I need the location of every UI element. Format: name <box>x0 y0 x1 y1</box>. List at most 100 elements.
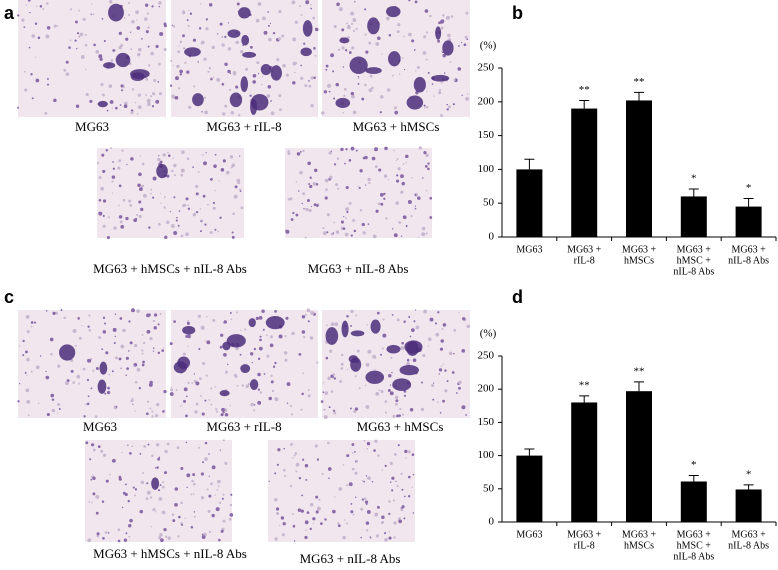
cell <box>167 154 171 157</box>
cell <box>281 533 285 537</box>
cell <box>75 20 78 24</box>
cell <box>155 443 160 447</box>
cell <box>87 325 90 328</box>
cell <box>186 473 191 478</box>
cell <box>364 384 367 387</box>
cell <box>333 25 337 28</box>
cell <box>407 450 411 454</box>
cell <box>232 212 235 216</box>
cell <box>173 163 177 168</box>
cell <box>27 0 31 2</box>
cell <box>306 198 310 202</box>
cell <box>377 36 381 41</box>
cell <box>365 521 370 525</box>
cell <box>69 8 73 11</box>
cell <box>140 207 144 212</box>
y-tick-label: 250 <box>478 350 495 362</box>
cell <box>207 203 209 206</box>
cell <box>401 341 405 345</box>
cell <box>148 226 151 229</box>
cell <box>346 484 349 487</box>
cell <box>49 337 54 342</box>
significance: * <box>746 468 752 480</box>
cell <box>122 491 126 495</box>
x-tick-label: MG63 + <box>567 244 602 255</box>
cell <box>187 381 190 385</box>
cell <box>270 111 275 116</box>
cell <box>350 324 353 327</box>
cell-cluster <box>250 98 258 115</box>
cell <box>280 516 285 520</box>
cell <box>206 316 208 318</box>
cell <box>208 398 211 401</box>
cell <box>368 88 373 93</box>
cell <box>216 33 219 35</box>
cell <box>74 39 77 42</box>
cell-cluster <box>99 361 108 375</box>
cell <box>130 110 134 115</box>
cell <box>276 511 280 516</box>
cell <box>257 2 262 6</box>
cell <box>111 180 114 183</box>
cell <box>414 0 418 4</box>
cell <box>374 369 376 371</box>
cell <box>153 326 157 330</box>
cell <box>229 503 233 507</box>
cell-cluster <box>222 341 231 351</box>
cell <box>185 414 188 418</box>
cell <box>326 213 330 217</box>
cell <box>214 190 216 192</box>
cell <box>146 313 150 318</box>
cell <box>333 377 336 380</box>
cell <box>100 186 105 191</box>
cell <box>208 494 212 498</box>
cell <box>30 370 33 373</box>
cell <box>300 64 303 67</box>
cell <box>102 453 107 457</box>
cell <box>128 524 132 528</box>
cell <box>180 523 184 526</box>
cell <box>158 154 160 157</box>
cell <box>284 474 287 477</box>
cell <box>211 513 215 518</box>
cell <box>87 395 90 398</box>
cell <box>327 83 332 88</box>
cell <box>123 224 125 227</box>
cell <box>173 196 176 199</box>
cell <box>94 415 98 419</box>
cell <box>335 82 340 87</box>
cell <box>33 321 37 324</box>
cell <box>342 535 346 540</box>
cell <box>256 61 260 65</box>
cell <box>396 30 400 34</box>
cell <box>175 219 178 222</box>
cell <box>123 17 126 19</box>
significance: ** <box>579 379 590 391</box>
cell <box>396 157 399 160</box>
cell <box>138 387 141 390</box>
cell <box>268 396 272 401</box>
cell <box>109 473 111 476</box>
cell <box>404 449 408 454</box>
cell <box>369 536 372 539</box>
cell <box>252 73 257 78</box>
cell <box>290 443 293 446</box>
cell <box>461 94 463 96</box>
cell <box>458 45 460 47</box>
y-tick-label: 50 <box>483 482 495 494</box>
cell <box>407 495 411 498</box>
cell <box>239 188 242 191</box>
cell <box>171 94 175 99</box>
cell <box>136 19 138 21</box>
cell <box>106 109 109 112</box>
cell <box>174 95 179 100</box>
cell <box>131 397 134 400</box>
cell <box>304 464 309 468</box>
cell <box>449 61 452 63</box>
cell <box>412 512 415 514</box>
cell <box>286 402 289 404</box>
cell <box>102 214 105 217</box>
cell <box>427 345 430 347</box>
x-tick-label: MG63 + <box>622 529 657 540</box>
cell <box>117 539 121 543</box>
